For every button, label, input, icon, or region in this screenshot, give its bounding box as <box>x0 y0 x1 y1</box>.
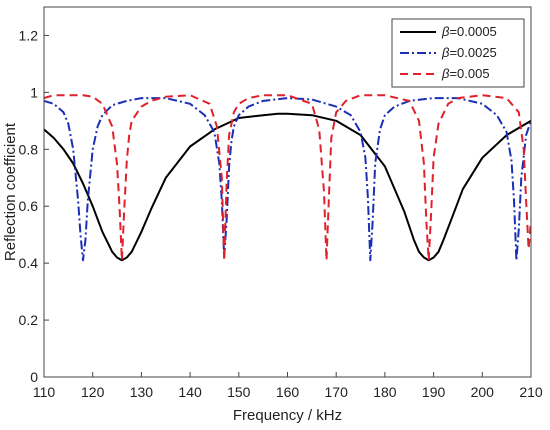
axis-ticks: 110 120 130 140 150 160 170 180 190 200 210 0 0.2 0.4… <box>19 27 543 400</box>
legend-value: =0.0005 <box>449 24 496 39</box>
x-tick-label: 170 <box>325 384 349 400</box>
x-tick-label: 140 <box>178 384 202 400</box>
legend-beta-symbol: β <box>441 45 450 60</box>
legend-label-3: β=0.005 <box>441 66 490 81</box>
legend-value: =0.0025 <box>449 45 496 60</box>
legend-beta-symbol: β <box>441 66 450 81</box>
y-tick-label: 0 <box>30 369 38 385</box>
x-tick-label: 160 <box>276 384 300 400</box>
series-line-3 <box>44 94 531 262</box>
x-tick-label: 200 <box>471 384 495 400</box>
x-axis-title: Frequency / kHz <box>233 407 342 424</box>
legend-label-2: β=0.0025 <box>441 45 497 60</box>
x-tick-label: 130 <box>130 384 154 400</box>
legend-label-1: β=0.0005 <box>441 24 497 39</box>
x-tick-label: 210 <box>519 384 543 400</box>
x-tick-label: 120 <box>81 384 105 400</box>
y-tick-label: 0.2 <box>19 312 39 328</box>
y-tick-label: 0.4 <box>19 255 39 271</box>
legend-value: =0.005 <box>449 66 489 81</box>
x-tick-label: 190 <box>422 384 446 400</box>
y-tick-label: 0.8 <box>19 141 39 157</box>
legend-beta-symbol: β <box>441 24 450 39</box>
x-tick-label: 180 <box>373 384 397 400</box>
series-line-2 <box>44 97 531 262</box>
y-tick-label: 1.2 <box>19 27 39 43</box>
y-tick-label: 0.6 <box>19 198 39 214</box>
series-line-1 <box>44 112 531 262</box>
series-layer <box>44 94 531 262</box>
x-tick-label: 110 <box>33 384 56 400</box>
y-axis-title: Reflection coefficient <box>2 122 19 261</box>
y-tick-label: 1 <box>30 84 38 100</box>
x-tick-label: 150 <box>227 384 251 400</box>
